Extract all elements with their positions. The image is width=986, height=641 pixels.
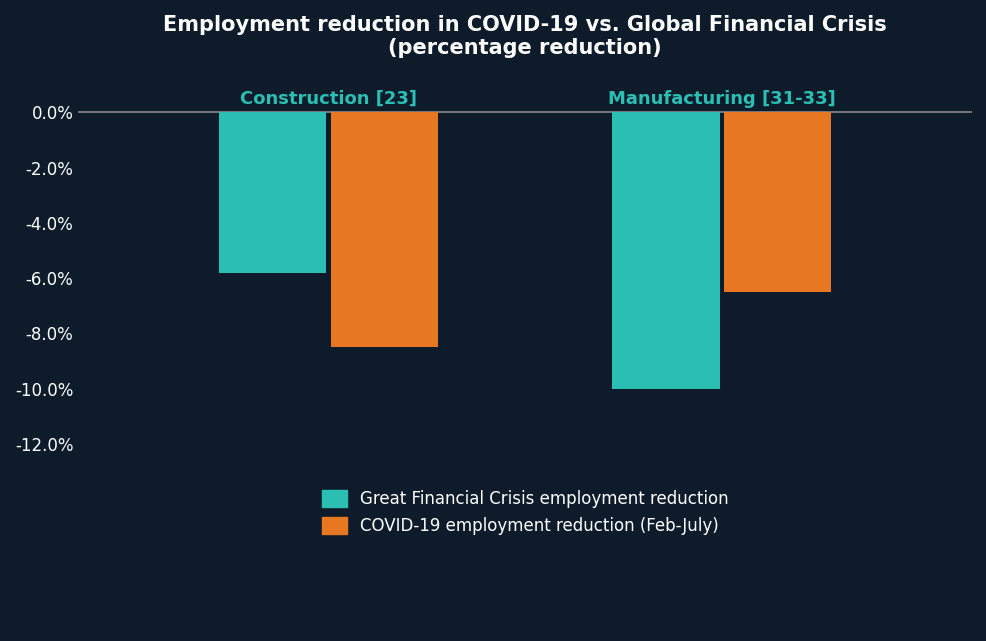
Text: Construction [23]: Construction [23]: [240, 90, 417, 108]
Title: Employment reduction in COVID-19 vs. Global Financial Crisis
(percentage reducti: Employment reduction in COVID-19 vs. Glo…: [163, 15, 886, 58]
Bar: [219, 112, 326, 272]
Bar: [611, 112, 719, 388]
Bar: [330, 112, 438, 347]
Bar: [724, 112, 830, 292]
Legend: Great Financial Crisis employment reduction, COVID-19 employment reduction (Feb-: Great Financial Crisis employment reduct…: [315, 484, 735, 542]
Text: Manufacturing [31-33]: Manufacturing [31-33]: [607, 90, 835, 108]
